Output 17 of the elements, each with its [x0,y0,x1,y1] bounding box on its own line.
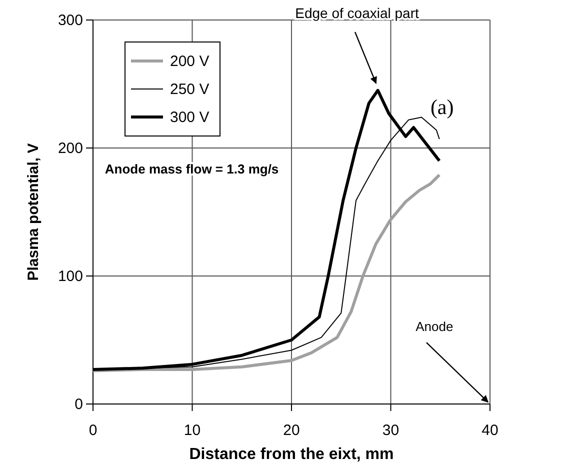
legend-label: 250 V [170,81,210,98]
x-tick-label: 20 [283,422,300,439]
x-tick-label: 30 [382,422,400,439]
legend-label: 200 V [170,53,210,70]
y-tick-label: 200 [58,140,83,157]
x-tick-label: 40 [482,422,498,439]
annotation: Anode [416,319,454,334]
x-tick-label: 10 [184,422,201,439]
x-tick-label: 0 [88,422,98,439]
x-axis-title: Distance from the eixt, mm [189,446,394,463]
y-tick-label: 0 [74,396,83,413]
y-tick-label: 300 [58,12,83,29]
legend-label: 300 V [170,109,210,126]
annotation: (a) [430,95,454,120]
y-tick-label: 100 [58,268,83,285]
annotation: Edge of coaxial part [295,5,419,21]
y-axis-title: Plasma potential, V [25,143,42,281]
